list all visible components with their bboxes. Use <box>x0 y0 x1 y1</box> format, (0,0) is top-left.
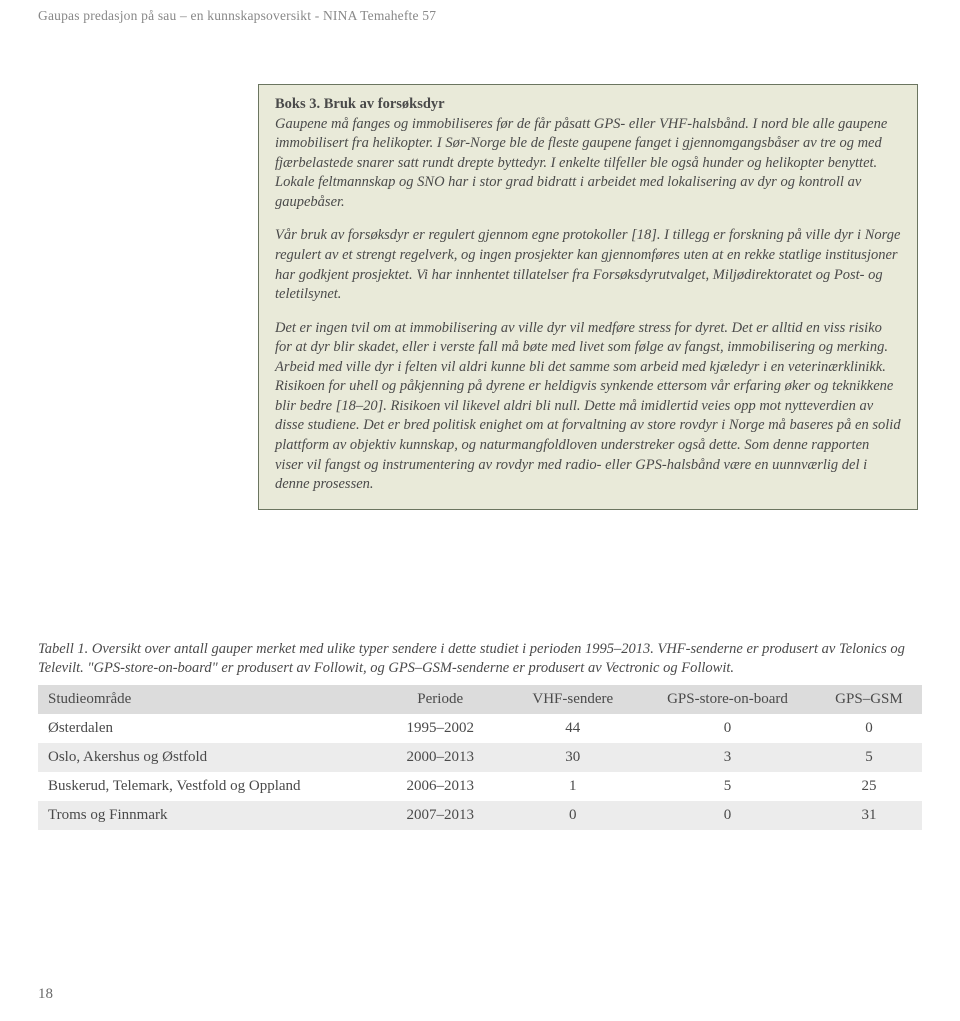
table-row: Oslo, Akershus og Østfold 2000–2013 30 3… <box>38 743 922 772</box>
table-cell: 30 <box>507 743 640 772</box>
table-cell: 25 <box>816 772 922 801</box>
table-header-cell: Periode <box>374 685 507 714</box>
table-cell: Oslo, Akershus og Østfold <box>38 743 374 772</box>
table-cell: 1 <box>507 772 640 801</box>
data-table: Studieområde Periode VHF-sendere GPS-sto… <box>38 685 922 830</box>
table-cell: 44 <box>507 714 640 743</box>
table-header-cell: VHF-sendere <box>507 685 640 714</box>
table-header-row: Studieområde Periode VHF-sendere GPS-sto… <box>38 685 922 714</box>
table-cell: Østerdalen <box>38 714 374 743</box>
box-paragraph-3: Det er ingen tvil om at immobilisering a… <box>275 319 901 495</box>
table-cell: 2000–2013 <box>374 743 507 772</box>
table-row: Buskerud, Telemark, Vestfold og Oppland … <box>38 772 922 801</box>
box-paragraph-2: Vår bruk av forsøksdyr er regulert gjenn… <box>275 226 901 304</box>
box-title: Boks 3. Bruk av forsøksdyr <box>275 96 445 112</box>
table-cell: 0 <box>639 714 816 743</box>
table-cell: 0 <box>816 714 922 743</box>
table-cell: 3 <box>639 743 816 772</box>
table-cell: 2006–2013 <box>374 772 507 801</box>
box-paragraph-1: Boks 3. Bruk av forsøksdyr Gaupene må fa… <box>275 95 901 212</box>
table-header-cell: Studieområde <box>38 685 374 714</box>
table-cell: Buskerud, Telemark, Vestfold og Oppland <box>38 772 374 801</box>
running-header: Gaupas predasjon på sau – en kunnskapsov… <box>38 0 922 84</box>
table-row: Østerdalen 1995–2002 44 0 0 <box>38 714 922 743</box>
box-para1-text: Gaupene må fanges og immobiliseres før d… <box>275 116 887 210</box>
table-cell: 5 <box>639 772 816 801</box>
page-number: 18 <box>38 986 53 1003</box>
table-cell: 0 <box>639 801 816 830</box>
table-header-cell: GPS-store-on-board <box>639 685 816 714</box>
table-cell: 2007–2013 <box>374 801 507 830</box>
table-cell: 31 <box>816 801 922 830</box>
table-caption: Tabell 1. Oversikt over antall gauper me… <box>38 640 922 679</box>
table-header-cell: GPS–GSM <box>816 685 922 714</box>
table-cell: Troms og Finnmark <box>38 801 374 830</box>
table-cell: 0 <box>507 801 640 830</box>
table-row: Troms og Finnmark 2007–2013 0 0 31 <box>38 801 922 830</box>
table-cell: 5 <box>816 743 922 772</box>
info-box: Boks 3. Bruk av forsøksdyr Gaupene må fa… <box>258 84 918 510</box>
table-cell: 1995–2002 <box>374 714 507 743</box>
